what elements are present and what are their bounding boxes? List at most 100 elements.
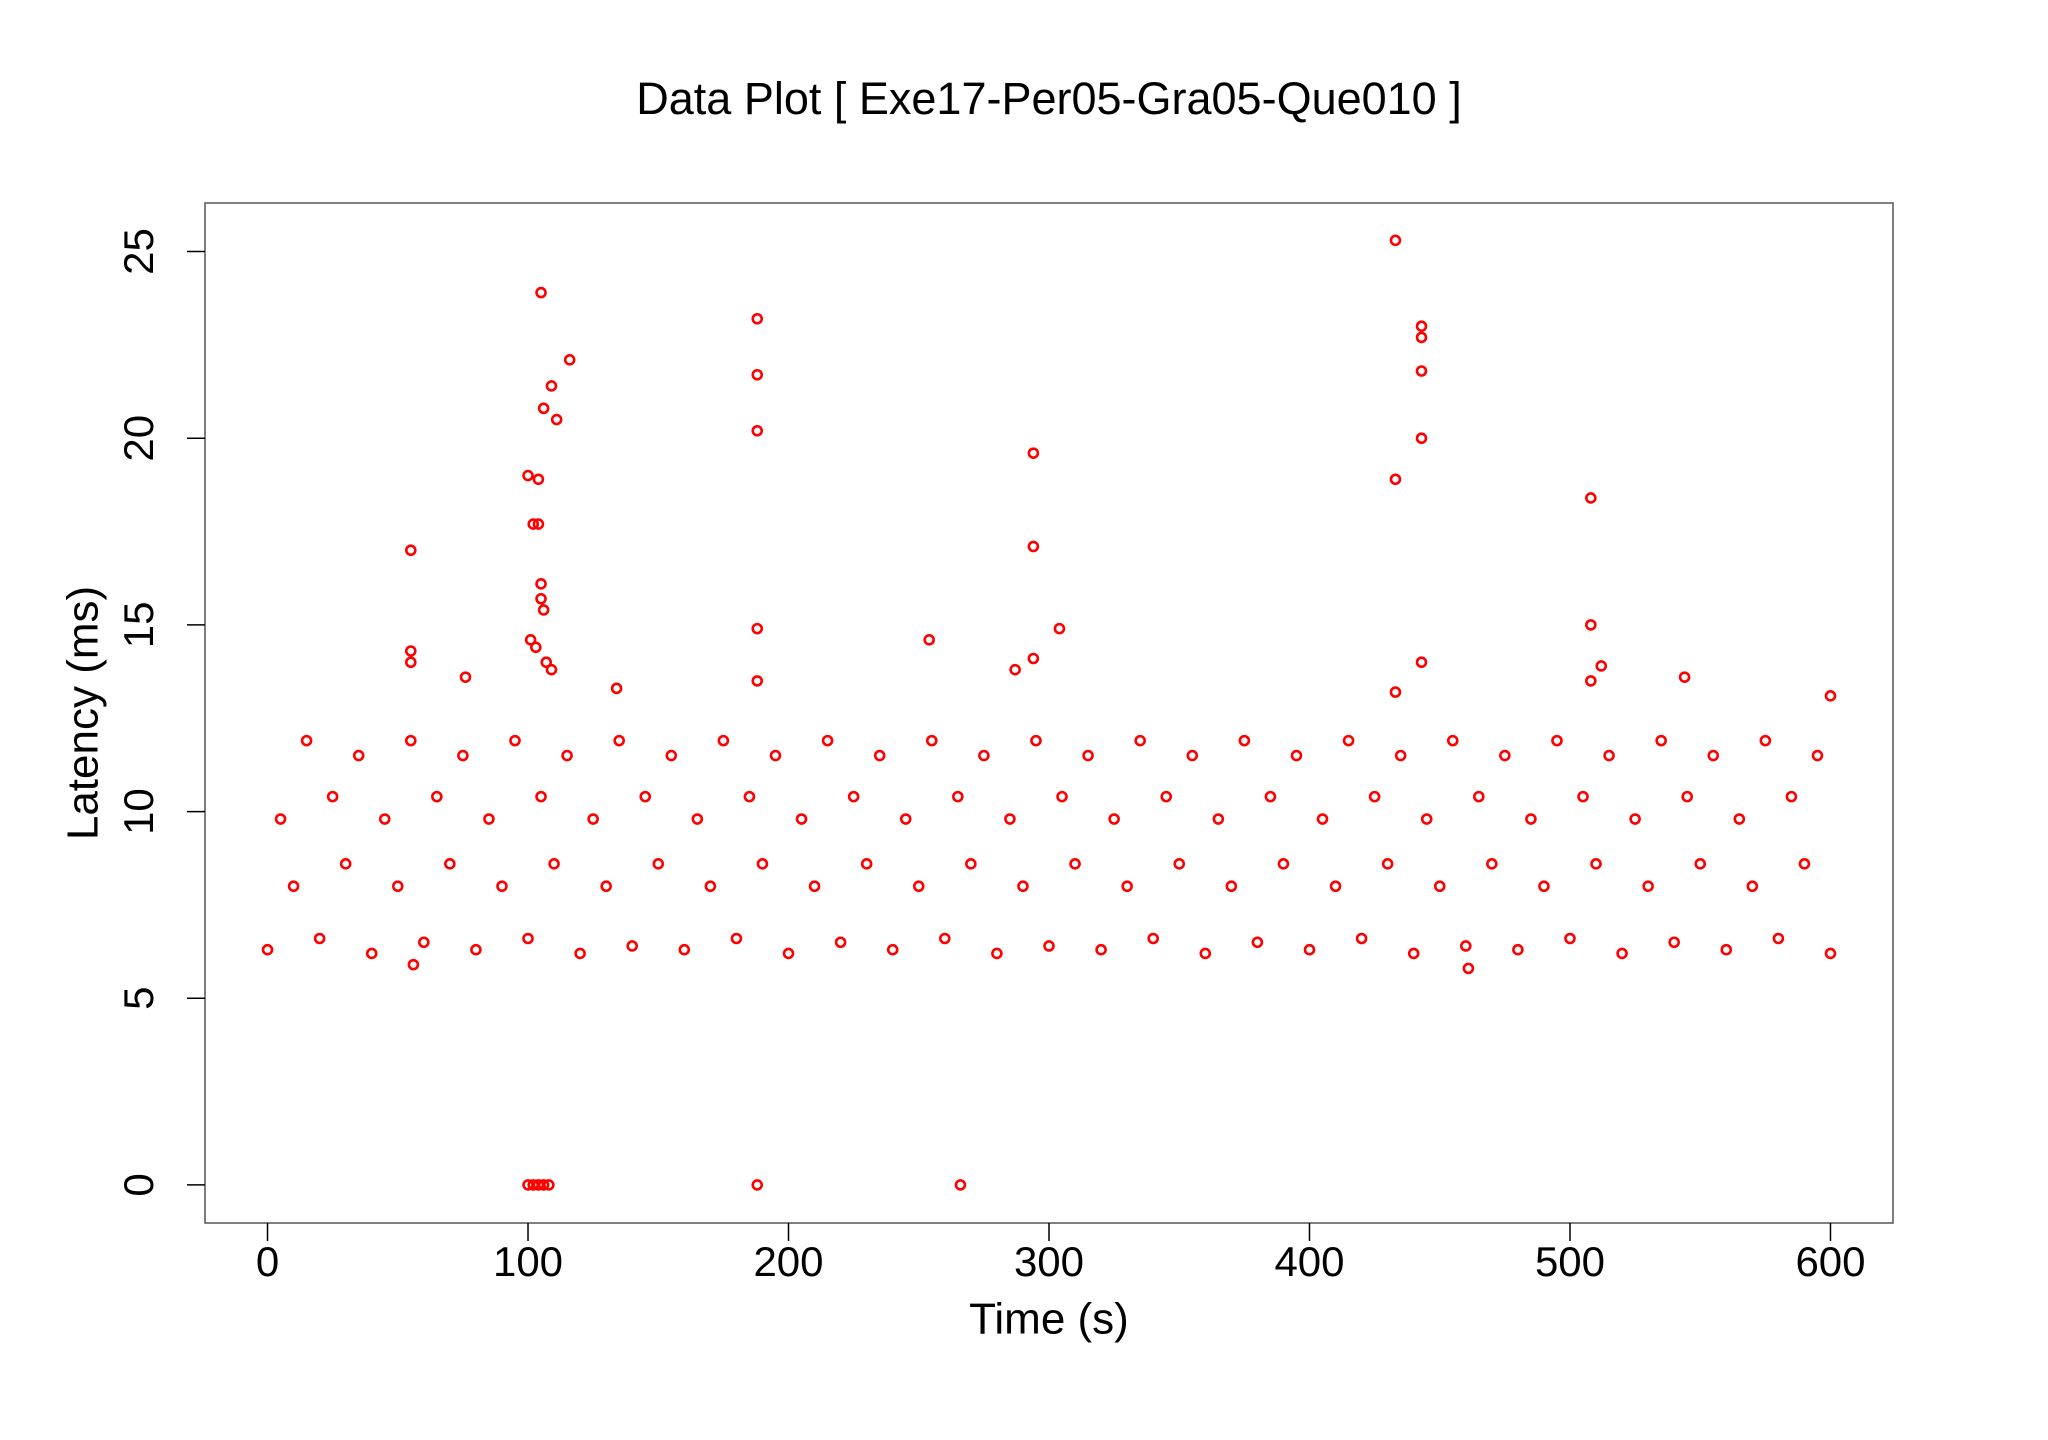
point	[404, 544, 417, 557]
point	[1082, 749, 1094, 762]
point	[1811, 749, 1824, 762]
point	[1053, 622, 1066, 635]
point	[1368, 790, 1381, 803]
point	[404, 645, 417, 657]
point	[1585, 675, 1597, 687]
point	[537, 1179, 550, 1191]
y-axis-label: Latency (ms)	[59, 586, 108, 840]
point	[1459, 940, 1472, 952]
point	[1733, 813, 1746, 825]
point	[1290, 749, 1303, 762]
point	[939, 932, 951, 945]
point	[365, 947, 378, 960]
point	[751, 1179, 764, 1191]
point	[704, 880, 717, 893]
point	[1264, 790, 1277, 803]
point	[769, 749, 782, 762]
point	[532, 473, 545, 486]
point	[626, 940, 639, 952]
point	[1355, 932, 1368, 945]
point	[352, 749, 365, 762]
point	[1329, 880, 1342, 893]
x-tick-label: 100	[493, 1238, 563, 1285]
point	[550, 413, 563, 426]
point	[743, 790, 756, 803]
point	[1415, 656, 1428, 669]
point	[1433, 880, 1446, 893]
y-tick-label: 0	[115, 1173, 162, 1196]
point	[1415, 320, 1428, 333]
point	[1108, 813, 1120, 825]
point	[530, 641, 542, 654]
point	[954, 1179, 967, 1191]
point	[444, 858, 456, 870]
point	[431, 790, 443, 803]
point	[751, 368, 764, 381]
point	[1785, 790, 1798, 803]
point	[535, 286, 547, 299]
point	[1720, 943, 1733, 956]
x-tick-label: 600	[1795, 1238, 1865, 1285]
point	[1798, 858, 1811, 870]
point	[899, 813, 912, 825]
point	[470, 943, 482, 956]
point	[1389, 234, 1402, 247]
point	[952, 790, 964, 803]
point	[665, 749, 678, 762]
point	[1407, 947, 1420, 960]
point	[912, 880, 925, 893]
point	[326, 790, 339, 803]
chart-title: Data Plot [ Exe17-Per05-Gra05-Que010 ]	[636, 73, 1461, 124]
point	[1772, 932, 1785, 945]
point	[1551, 734, 1563, 747]
point	[1017, 880, 1029, 893]
point	[522, 1179, 534, 1191]
point	[978, 749, 990, 762]
point	[537, 604, 550, 616]
point	[378, 813, 391, 825]
point	[1512, 943, 1524, 956]
point	[404, 656, 417, 669]
point	[1238, 734, 1251, 747]
point	[808, 880, 821, 893]
point	[1707, 749, 1720, 762]
point	[751, 622, 764, 635]
point	[886, 943, 899, 956]
point	[652, 858, 665, 870]
point	[540, 656, 553, 669]
point	[261, 943, 274, 956]
point	[1629, 813, 1641, 825]
point	[1004, 813, 1016, 825]
point	[1415, 331, 1428, 344]
point	[483, 813, 495, 825]
point	[1668, 936, 1680, 949]
point	[1616, 947, 1628, 960]
point	[756, 858, 769, 870]
point	[1043, 940, 1055, 952]
point	[691, 813, 704, 825]
point	[457, 749, 469, 762]
point	[1199, 947, 1212, 960]
point	[1525, 813, 1537, 825]
point	[1585, 492, 1597, 504]
point	[524, 634, 537, 646]
point	[1381, 858, 1394, 870]
point	[522, 469, 534, 482]
point	[1212, 813, 1225, 825]
point	[1603, 749, 1615, 762]
point	[923, 634, 935, 646]
plot-frame	[204, 202, 1894, 1224]
point	[407, 958, 420, 971]
point	[339, 858, 352, 870]
point	[274, 813, 287, 825]
point	[1446, 734, 1459, 747]
point	[1095, 943, 1107, 956]
point	[1027, 540, 1040, 553]
point	[1655, 734, 1667, 747]
point	[1121, 880, 1133, 893]
point	[751, 424, 764, 437]
point	[678, 943, 691, 956]
point	[1420, 813, 1433, 825]
point	[1303, 943, 1316, 956]
